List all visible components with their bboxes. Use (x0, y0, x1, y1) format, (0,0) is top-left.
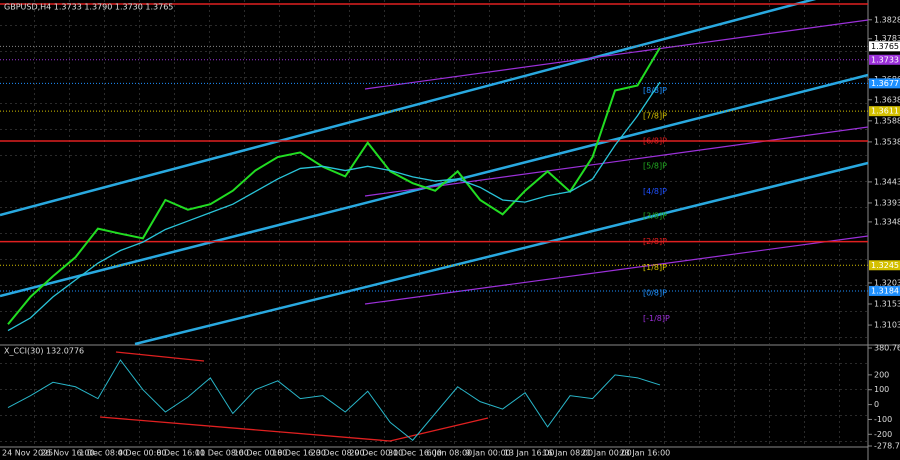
murray-label: [2/8]P (643, 237, 667, 246)
murray-label: [0/8]P (643, 289, 667, 298)
cci-label: 100 (874, 385, 889, 394)
murray-label: [7/8]P (643, 111, 667, 120)
price-marker-label: 1.3184 (871, 286, 899, 295)
price-label: 1.3348 (874, 217, 900, 226)
price-marker-label: 1.3611 (871, 107, 899, 116)
date-label: 1 Dec 08:00 (79, 449, 128, 458)
price-marker (869, 54, 900, 65)
cci-label: 200 (874, 370, 889, 379)
price-label: 1.3393 (874, 198, 900, 207)
price-label: 1.3828 (874, 15, 900, 24)
price-marker (869, 260, 900, 271)
murray-label: [5/8]P (643, 161, 667, 170)
price-marker (869, 106, 900, 117)
cci-label: 380.7633 (874, 344, 900, 353)
price-marker (869, 285, 900, 296)
price-marker (869, 41, 900, 52)
price-label: 1.3443 (874, 177, 900, 186)
date-label: 18 Dec 16:00 (272, 449, 326, 458)
price-label: 1.3783 (874, 34, 900, 43)
moving-average (7, 81, 661, 332)
price-line (7, 47, 661, 325)
indicator-title: X_CCI(30) 132.0776 (4, 347, 84, 356)
price-label: 1.3588 (874, 116, 900, 125)
murray-label: [1/8]P (643, 263, 667, 272)
price-label: 1.3203 (874, 278, 900, 287)
murray-label: [3/8]P (643, 212, 667, 221)
grid (0, 0, 868, 344)
price-marker-label: 1.3677 (871, 79, 899, 88)
divergence (99, 351, 489, 442)
murray-label: [4/8]P (643, 187, 667, 196)
date-label: 26 Nov 16:00 (41, 449, 95, 458)
price-marker-label: 1.3245 (871, 261, 899, 270)
cci-line (7, 359, 661, 441)
channel (0, 0, 869, 346)
date-label: 8 Dec 16:00 (156, 449, 205, 458)
price-marker-label: 1.3733 (871, 55, 899, 64)
cci-label: -100 (874, 415, 892, 424)
symbol-header: GBPUSD,H4 1.3733 1.3790 1.3730 1.3765 (4, 3, 173, 12)
date-label: 23 Dec 08:00 (311, 449, 365, 458)
price-marker (869, 78, 900, 89)
cci-label: 0 (874, 400, 879, 409)
date-label: 4 Dec 00:00 (118, 449, 167, 458)
date-label: 21 Jan 00:00 (581, 449, 632, 458)
murray-label: [-1/8]P (643, 314, 670, 323)
channel (364, 19, 869, 305)
date-label: 23 Jan 16:00 (620, 449, 671, 458)
date-label: 6 Jan 08:00 (427, 449, 473, 458)
date-label: 16 Jan 08:00 (542, 449, 593, 458)
date-label: 11 Dec 08:00 (195, 449, 249, 458)
price-label: 1.3153 (874, 300, 900, 309)
price-label: 1.3638 (874, 95, 900, 104)
date-label: 16 Dec 00:00 (234, 449, 288, 458)
grid (0, 348, 868, 446)
date-label: 31 Dec 16:00 (388, 449, 442, 458)
murray-label: [6/8]P (643, 137, 667, 146)
date-label: 24 Nov 2025 (2, 449, 53, 458)
price-label: 1.3103 (874, 321, 900, 330)
date-label: 29 Dec 00:00 (349, 449, 403, 458)
price-label: 1.3538 (874, 137, 900, 146)
date-label: 9 Jan 00:00 (465, 449, 511, 458)
cci-label: -200 (874, 430, 892, 439)
date-label: 13 Jan 16:00 (504, 449, 555, 458)
cci-label: -278.721 (874, 442, 900, 451)
price-marker-label: 1.3765 (871, 42, 899, 51)
